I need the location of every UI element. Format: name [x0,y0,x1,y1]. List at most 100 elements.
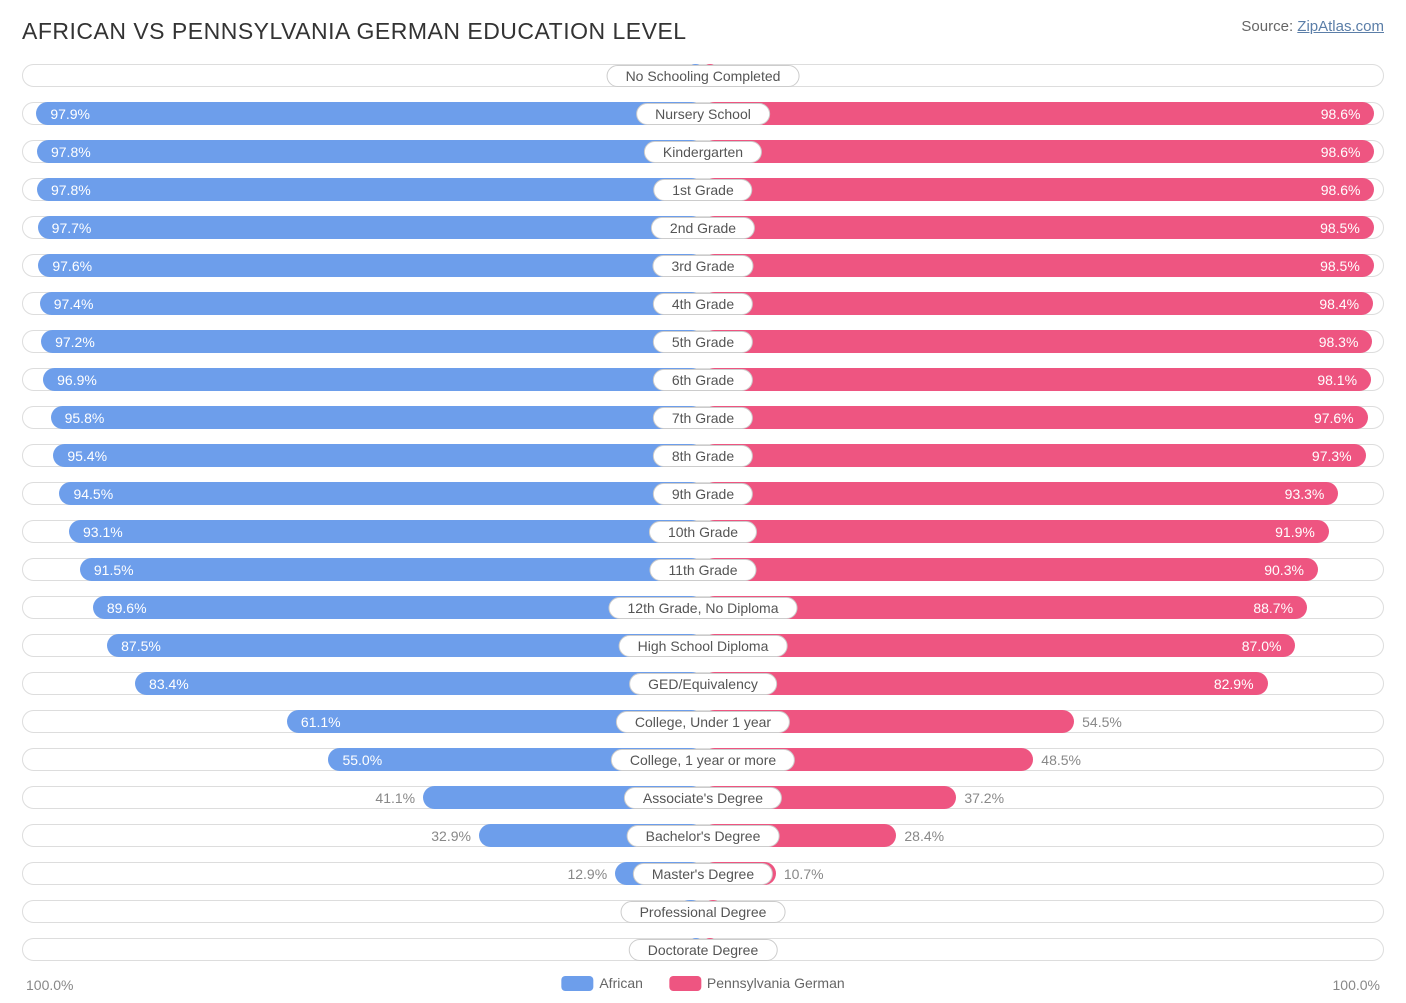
chart-row: 97.6% 98.5% 3rd Grade [22,251,1384,280]
bar-right: 98.4% [703,292,1373,315]
bar-right: 98.6% [703,178,1374,201]
chart-row: 97.2%98.3%5th Grade [22,327,1384,356]
bar-right-value: 88.7% [1253,600,1293,616]
category-label: High School Diploma [619,635,788,657]
source-link[interactable]: ZipAtlas.com [1297,18,1384,35]
category-label: Professional Degree [621,901,786,923]
bar-right-value: 98.3% [1319,334,1359,350]
source-prefix: Source: [1241,18,1297,35]
category-label: No Schooling Completed [607,65,800,87]
category-label: 2nd Grade [651,217,755,239]
bar-right-value: 97.6% [1314,410,1354,426]
bar-right-value: 98.5% [1320,220,1360,236]
bar-right-value: 90.3% [1264,562,1304,578]
legend-item-pa-german: Pennsylvania German [669,975,845,991]
category-label: 10th Grade [649,521,757,543]
bar-right-value: 87.0% [1242,638,1282,654]
bar-left: 91.5% [80,558,703,581]
category-label: Kindergarten [644,141,762,163]
bar-left: 95.8% [51,406,703,429]
category-label: 12th Grade, No Diploma [609,597,798,619]
bar-right-value: 93.3% [1285,486,1325,502]
chart-row: 32.9%28.4%Bachelor's Degree [22,821,1384,850]
bar-left: 83.4% [135,672,703,695]
chart-row: 1.6%1.4%Doctorate Degree [22,935,1384,964]
axis-label-left: 100.0% [26,977,73,993]
bar-right-value: 10.7% [784,866,824,882]
bar-left-value: 96.9% [57,372,97,388]
chart-row: 41.1%37.2%Associate's Degree [22,783,1384,812]
category-label: Doctorate Degree [629,939,778,961]
bar-left-value: 41.1% [375,790,415,806]
legend: African Pennsylvania German [561,975,844,991]
chart-row: 89.6% 88.7% 12th Grade, No Diploma [22,593,1384,622]
bar-right-value: 54.5% [1082,714,1122,730]
bar-right: 93.3% [703,482,1338,505]
bar-right: 97.6% [703,406,1368,429]
bar-right-value: 48.5% [1041,752,1081,768]
chart-row: 3.7%3.0%Professional Degree [22,897,1384,926]
bar-left: 97.6% [38,254,703,277]
bar-right: 91.9% [703,520,1329,543]
bar-left-value: 97.6% [52,258,92,274]
bar-right: 98.6% [703,140,1374,163]
legend-label-left: African [599,975,643,991]
chart-row: 12.9% 10.7% Master's Degree [22,859,1384,888]
category-label: 7th Grade [653,407,753,429]
chart-row: 95.4% 97.3%8th Grade [22,441,1384,470]
chart-row: 95.8% 97.6% 7th Grade [22,403,1384,432]
chart-row: 61.1% 54.5% College, Under 1 year [22,707,1384,736]
bar-left: 87.5% [107,634,703,657]
bar-left-value: 61.1% [301,714,341,730]
legend-label-right: Pennsylvania German [707,975,845,991]
category-label: Bachelor's Degree [627,825,780,847]
bar-left-value: 87.5% [121,638,161,654]
chart-row: 2.2%1.5%No Schooling Completed [22,61,1384,90]
chart-row: 97.4% 98.4%4th Grade [22,289,1384,318]
bar-right-value: 98.6% [1321,144,1361,160]
chart-row: 97.7%98.5%2nd Grade [22,213,1384,242]
bar-left-value: 12.9% [567,866,607,882]
bar-left-value: 55.0% [342,752,382,768]
category-label: College, Under 1 year [616,711,790,733]
chart-row: 97.8% 98.6% 1st Grade [22,175,1384,204]
bar-right-value: 98.1% [1317,372,1357,388]
chart-row: 97.9% 98.6% Nursery School [22,99,1384,128]
bar-left: 97.8% [37,178,703,201]
bar-right: 98.1% [703,368,1371,391]
bar-left-value: 83.4% [149,676,189,692]
category-label: Master's Degree [633,863,773,885]
bar-right: 97.3% [703,444,1366,467]
bar-left: 97.4% [40,292,703,315]
bar-right-value: 98.6% [1321,182,1361,198]
chart-row: 87.5% 87.0% High School Diploma [22,631,1384,660]
bar-left: 93.1% [69,520,703,543]
bar-right-value: 98.5% [1320,258,1360,274]
category-label: 4th Grade [653,293,753,315]
bar-left-value: 97.4% [54,296,94,312]
chart-header: AFRICAN VS PENNSYLVANIA GERMAN EDUCATION… [0,0,1406,57]
chart-row: 91.5%90.3%11th Grade [22,555,1384,584]
chart-footer: 100.0% African Pennsylvania German 100.0… [22,973,1384,1003]
legend-swatch-left [561,976,593,991]
bar-left-value: 91.5% [94,562,134,578]
chart-row: 55.0%48.5%College, 1 year or more [22,745,1384,774]
category-label: 3rd Grade [652,255,753,277]
bar-right-value: 82.9% [1214,676,1254,692]
bar-right: 98.3% [703,330,1372,353]
category-label: 6th Grade [653,369,753,391]
bar-right-value: 28.4% [904,828,944,844]
bar-left: 94.5% [59,482,703,505]
chart-row: 96.9% 98.1% 6th Grade [22,365,1384,394]
chart-row: 93.1%91.9%10th Grade [22,517,1384,546]
bar-left-value: 95.4% [67,448,107,464]
category-label: 8th Grade [653,445,753,467]
category-label: 1st Grade [653,179,752,201]
bar-left-value: 97.8% [51,182,91,198]
bar-right-value: 37.2% [964,790,1004,806]
bar-left-value: 97.9% [50,106,90,122]
bar-right-value: 98.6% [1321,106,1361,122]
category-label: Nursery School [636,103,770,125]
bar-left-value: 89.6% [107,600,147,616]
bar-left: 96.9% [43,368,703,391]
